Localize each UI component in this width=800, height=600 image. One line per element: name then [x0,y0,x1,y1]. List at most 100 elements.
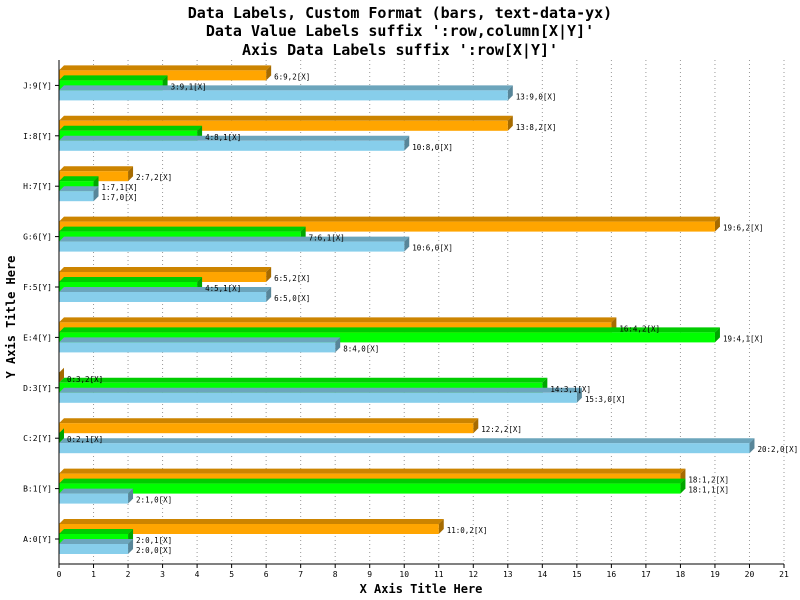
bar-top-face [59,176,99,182]
data-label: 15:3,0[X] [585,395,626,404]
bar-top-face [59,277,203,282]
x-tick-labels: 0 1 2 3 4 5 6 7 8 9 10 11 12 13 14 15 16 17 18 19 20 21 [57,570,789,579]
bar [59,478,686,494]
data-label: 20:2,0[X] [757,445,798,454]
bar [59,186,99,202]
data-label: 18:1,2[X] [688,476,729,485]
x-tick-label: 9 [367,570,372,579]
bars-group [59,65,755,554]
x-tick-label: 16 [607,570,617,579]
bar-front-face [59,332,715,343]
bar-top-face [59,418,479,424]
data-label: 2:7,2[X] [136,173,172,182]
bar-top-face [59,135,410,141]
data-label: 13:8,2[X] [516,123,557,132]
y-tick-label: D:3[Y] [23,384,52,393]
bar-top-face [59,267,272,272]
y-tick-label: C:2[Y] [23,434,52,443]
chart-title-line-2: Data Value Labels suffix ':row,column[X|… [206,22,594,41]
bar-side-face [335,337,341,353]
bar-front-face [59,221,715,232]
data-label: 13:9,0[X] [516,92,557,101]
data-labels: 11:0,2[X] 18:1,2[X] 12:2,2[X] 0:3,2[X] 16:4,… [67,72,798,555]
bar-front-face [59,292,267,302]
bar-top-face [59,115,513,121]
data-label: 1:7,1[X] [102,183,138,192]
bar-top-face [59,327,720,333]
bar [59,115,513,131]
bar-side-face [404,236,410,252]
bar-top-face [59,468,686,474]
bar [59,519,444,534]
bar-front-face [59,140,405,151]
bar-front-face [59,493,129,504]
bar-top-face [59,438,755,444]
data-label: 14:3,1[X] [550,385,591,394]
data-label: 0:3,2[X] [67,375,103,384]
x-tick-label: 12 [468,570,478,579]
x-tick-label: 1 [91,570,96,579]
bar-side-face [128,539,134,554]
bar-top-face [59,166,134,172]
bar-front-face [59,392,577,403]
x-tick-label: 21 [779,570,789,579]
bar-front-face [59,120,508,131]
x-tick-label: 11 [434,570,444,579]
bar [59,387,582,403]
bar-top-face [59,186,99,192]
bar-side-face [128,488,134,504]
bar-side-face [266,287,272,302]
bar [59,236,410,252]
y-tick-label: H:7[Y] [23,182,52,191]
x-tick-label: 6 [264,570,269,579]
data-label: 18:1,1[X] [688,486,729,495]
data-label: 10:8,0[X] [412,143,453,152]
bar-top-face [59,125,203,131]
bar-top-face [59,75,168,81]
data-label: 2:1,0[X] [136,496,172,505]
data-label: 1:7,0[X] [102,193,138,202]
data-label: 12:2,2[X] [481,425,522,434]
x-axis-title: X Axis Title Here [360,582,483,596]
chart-title-line-1: Data Labels, Custom Format (bars, text-d… [188,4,612,22]
y-tick-label: A:0[Y] [23,535,52,544]
bar [59,135,410,151]
x-tick-label: 17 [641,570,651,579]
x-tick-label: 5 [229,570,234,579]
bar-side-face [749,438,755,454]
y-tick-label: B:1[Y] [23,485,52,494]
bar-top-face [59,85,513,91]
data-label: 6:5,2[X] [274,274,310,283]
bar-front-face [59,342,336,353]
bar-front-face [59,443,750,454]
x-tick-label: 4 [195,570,200,579]
bar [59,418,479,434]
bar-front-face [59,241,405,252]
y-tick-labels: A:0[Y] B:1[Y] C:2[Y] D:3[Y] E:4[Y] F:5[Y] G:6[… [23,81,52,544]
data-label: 0:2,1[X] [67,435,103,444]
bar-top-face [59,317,617,323]
bar-side-face [266,267,272,282]
bar [59,85,513,101]
data-label: 6:5,0[X] [274,294,310,303]
bar-top-face [59,377,548,383]
bar-side-face [714,216,720,232]
axes-group [55,60,785,568]
bar-side-face [507,85,513,101]
chart-title-line-3: Axis Data Labels suffix ':row[X|Y]' [242,41,558,60]
data-label: 4:8,1[X] [205,133,241,142]
data-label: 3:9,1[X] [171,82,207,91]
bar-front-face [59,544,129,554]
x-tick-label: 19 [710,570,720,579]
y-axis-title: Y Axis Title Here [4,256,18,379]
x-tick-label: 14 [538,570,548,579]
bar-front-face [59,483,681,494]
bar-side-face [404,135,410,151]
bar-top-face [59,216,720,222]
x-tick-label: 2 [126,570,131,579]
data-label: 19:6,2[X] [723,224,764,233]
bar-top-face [59,287,272,292]
bar-top-face [59,65,272,71]
bar-top-face [59,519,444,524]
